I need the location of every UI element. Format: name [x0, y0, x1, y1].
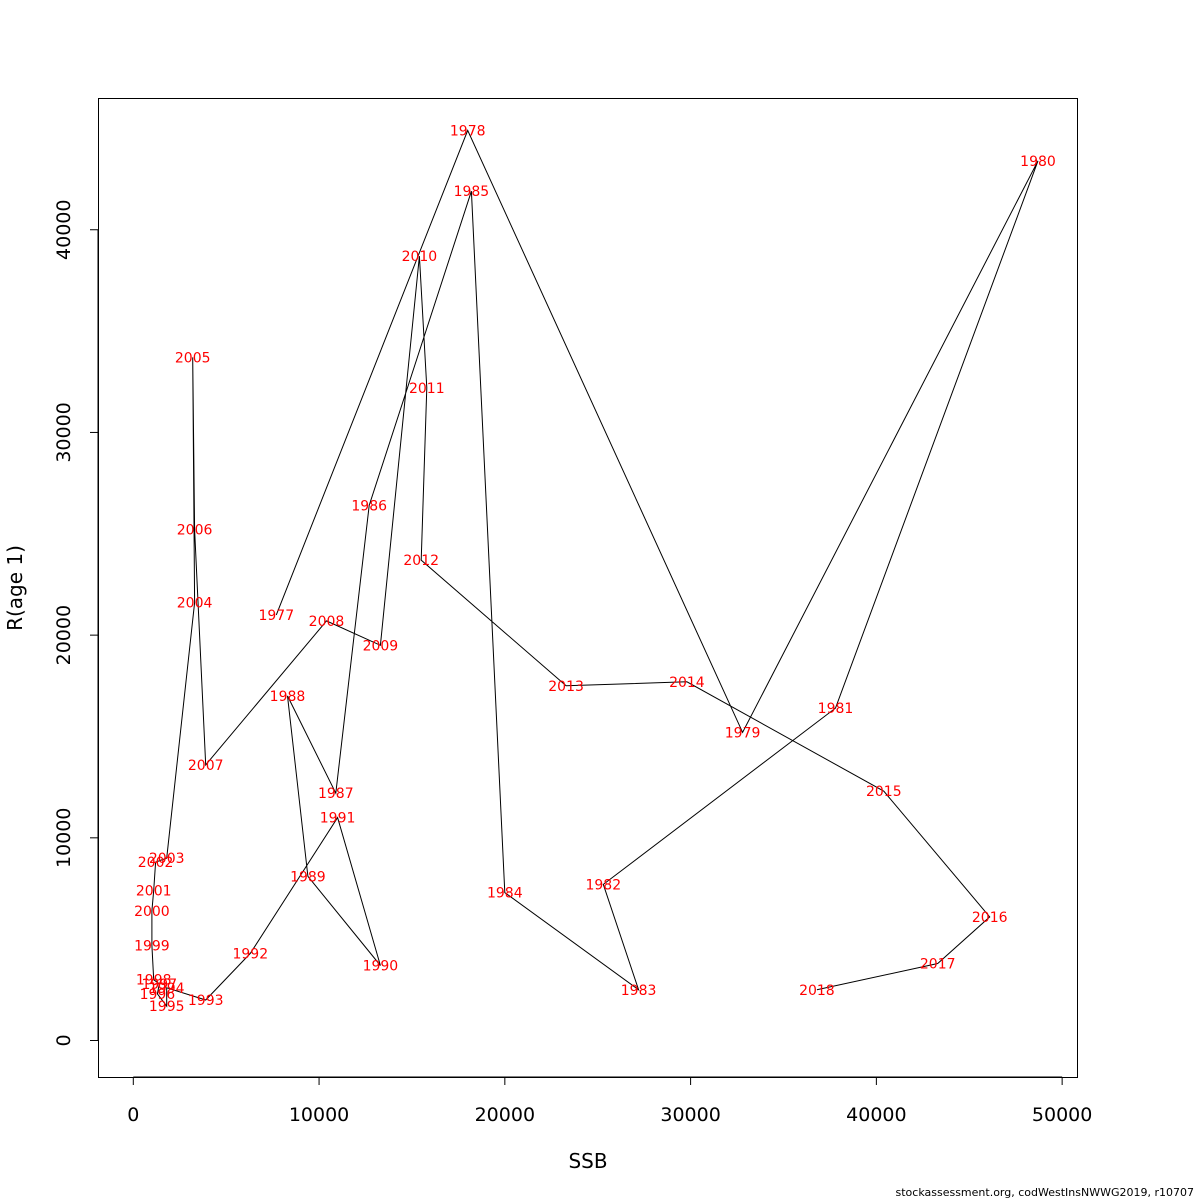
- x-axis-title: SSB: [568, 1149, 607, 1173]
- year-label-2012: 2012: [403, 553, 439, 569]
- year-label-2013: 2013: [548, 679, 584, 695]
- year-label-2007: 2007: [188, 758, 224, 774]
- year-labels: 1977 1978 1979 1980 1981 1982 1983 1984 1985 1986…: [134, 123, 1056, 1015]
- year-label-1992: 1992: [232, 946, 268, 962]
- x-tick-label: 20000: [475, 1104, 535, 1126]
- footnote: stockassessment.org, codWestInsNWWG2019,…: [895, 1186, 1195, 1199]
- year-label-2009: 2009: [363, 638, 399, 654]
- sr-trajectory-line: [151, 129, 1039, 1008]
- x-tick-label: 40000: [846, 1104, 906, 1126]
- year-label-2018: 2018: [799, 983, 835, 999]
- year-label-2014: 2014: [669, 675, 705, 691]
- x-tick-label: 30000: [660, 1104, 720, 1126]
- year-label-1988: 1988: [270, 689, 306, 705]
- year-label-1994: 1994: [149, 981, 185, 997]
- year-label-1997: 1997: [141, 977, 177, 993]
- y-tick-label: 30000: [53, 402, 75, 462]
- year-label-1978: 1978: [450, 123, 486, 139]
- year-label-1995: 1995: [149, 999, 185, 1015]
- year-label-2006: 2006: [177, 523, 213, 539]
- year-label-2017: 2017: [920, 957, 956, 973]
- y-tick-label: 20000: [53, 605, 75, 665]
- year-label-1999: 1999: [134, 938, 170, 954]
- year-label-2011: 2011: [409, 381, 445, 397]
- y-tick-label: 40000: [53, 200, 75, 260]
- year-label-1982: 1982: [585, 877, 621, 893]
- year-label-2003: 2003: [149, 851, 185, 867]
- year-label-1990: 1990: [363, 959, 399, 975]
- year-label-2001: 2001: [136, 884, 172, 900]
- year-label-1991: 1991: [320, 811, 356, 827]
- year-label-1981: 1981: [818, 701, 854, 717]
- year-label-1998: 1998: [136, 973, 172, 989]
- year-label-1989: 1989: [290, 869, 326, 885]
- year-label-1996: 1996: [140, 987, 176, 1003]
- x-tick-label: 10000: [289, 1104, 349, 1126]
- x-tick-label: 50000: [1032, 1104, 1092, 1126]
- year-label-2010: 2010: [402, 249, 438, 265]
- x-tick-label: 0: [127, 1104, 139, 1126]
- year-label-1980: 1980: [1020, 154, 1056, 170]
- year-label-1993: 1993: [188, 993, 224, 1009]
- year-label-2000: 2000: [134, 904, 170, 920]
- y-tick-label: 10000: [53, 808, 75, 868]
- year-label-1983: 1983: [621, 983, 657, 999]
- axes: 0 10000 20000 30000 40000 50000 0 10000 20000 300…: [53, 200, 1092, 1126]
- year-label-1987: 1987: [318, 786, 354, 802]
- year-label-2004: 2004: [177, 596, 213, 612]
- year-label-1984: 1984: [487, 886, 523, 902]
- year-label-2002: 2002: [138, 855, 174, 871]
- y-axis-title: R(age 1): [3, 545, 27, 631]
- plot-frame: [98, 98, 1078, 1078]
- year-label-2015: 2015: [866, 784, 902, 800]
- year-label-2008: 2008: [309, 614, 345, 630]
- year-label-1985: 1985: [454, 184, 490, 200]
- year-label-2005: 2005: [175, 350, 211, 366]
- year-label-1986: 1986: [351, 498, 387, 514]
- year-label-1979: 1979: [725, 725, 761, 741]
- y-tick-label: 0: [53, 1034, 75, 1046]
- year-label-2016: 2016: [972, 910, 1008, 926]
- year-label-1977: 1977: [258, 608, 294, 624]
